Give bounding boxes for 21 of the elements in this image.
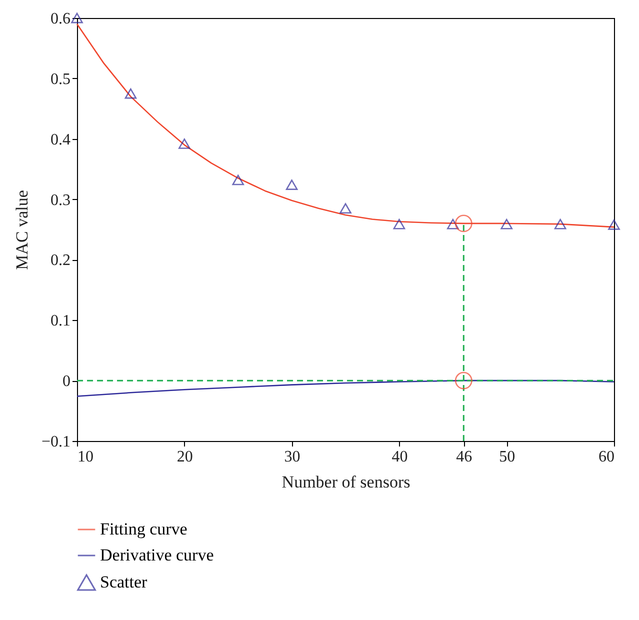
y-axis-title: MAC value: [12, 190, 32, 270]
y-tick-label: 0.3: [50, 192, 70, 209]
y-tick-label: −0.1: [41, 434, 70, 450]
line-series: [76, 380, 615, 397]
x-tick-label: 20: [176, 448, 193, 466]
y-tick-label: 0.5: [50, 70, 70, 88]
x-tick-label: 40: [392, 448, 408, 466]
legend-label: Fitting curve: [100, 520, 188, 538]
legend-label: Derivative curve: [100, 546, 214, 564]
x-tick-label: 46: [456, 448, 472, 466]
x-tick-label: 50: [499, 448, 516, 466]
y-tick-label: 0.6: [50, 10, 70, 28]
y-tick-label: 0.2: [50, 252, 70, 270]
y-tick-label: 0: [62, 373, 70, 390]
y-tick-label: 0.1: [50, 312, 70, 330]
y-tick-label: 0.4: [50, 131, 70, 148]
x-axis-title: Number of sensors: [282, 472, 410, 492]
x-tick-label: 60: [598, 448, 614, 466]
x-tick-label: 30: [284, 448, 300, 466]
x-tick-label: 10: [78, 448, 94, 466]
legend-label: Scatter: [100, 572, 148, 592]
